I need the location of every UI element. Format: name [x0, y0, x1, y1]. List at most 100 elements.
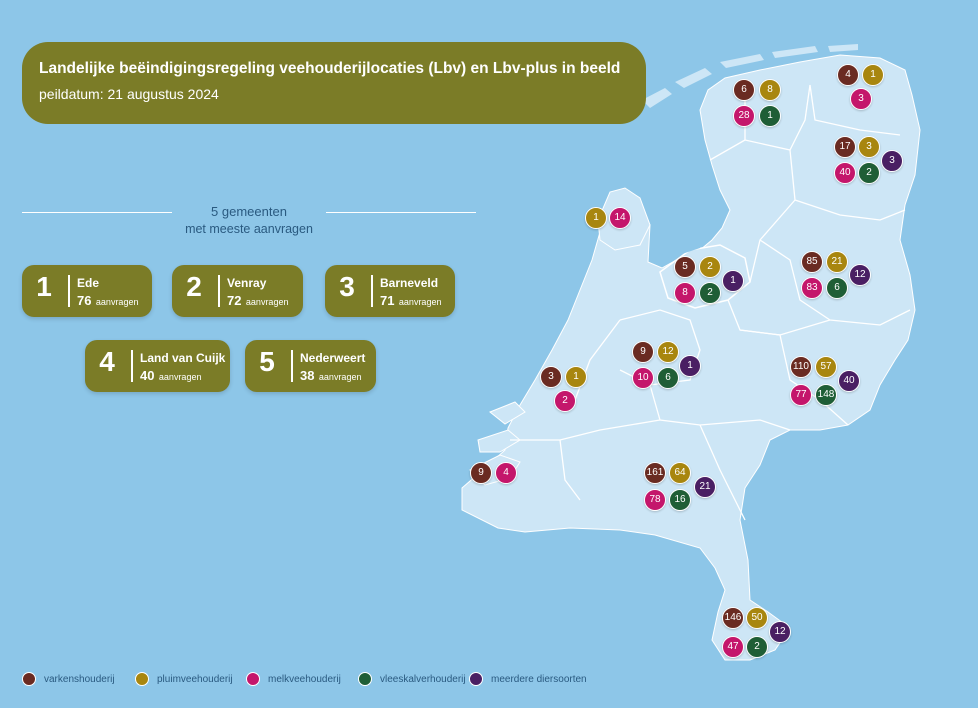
card-divider — [291, 350, 293, 382]
province-value-badge: 148 — [815, 384, 837, 406]
province-value-badge: 2 — [699, 256, 721, 278]
request-count: 40 aanvragen — [140, 368, 202, 383]
province-value-badge: 3 — [540, 366, 562, 388]
province-value-badge: 10 — [632, 367, 654, 389]
province-value-badge: 1 — [722, 270, 744, 292]
rank-number: 2 — [186, 271, 202, 302]
province-value-badge: 3 — [881, 150, 903, 172]
municipality-name: Nederweert — [300, 351, 366, 365]
province-value-badge: 161 — [644, 462, 666, 484]
province-value-badge: 9 — [470, 462, 492, 484]
top5-subtitle: met meeste aanvragen — [185, 222, 313, 236]
municipality-name: Land van Cuijk — [140, 351, 226, 365]
province-value-badge: 50 — [746, 607, 768, 629]
municipality-name: Venray — [227, 276, 267, 290]
province-value-badge: 8 — [759, 79, 781, 101]
province-value-badge: 2 — [746, 636, 768, 658]
request-count: 72 aanvragen — [227, 293, 289, 308]
rank-number: 4 — [99, 346, 115, 377]
province-value-badge: 83 — [801, 277, 823, 299]
top5-header: 5 gemeenten met meeste aanvragen — [22, 204, 476, 236]
legend-label: melkveehouderij — [268, 673, 341, 685]
province-value-badge: 6 — [826, 277, 848, 299]
province-value-badge: 6 — [657, 367, 679, 389]
province-value-badge: 8 — [674, 282, 696, 304]
province-value-badge: 57 — [815, 356, 837, 378]
province-value-badge: 1 — [679, 355, 701, 377]
divider-right — [326, 212, 476, 213]
province-value-badge: 3 — [858, 136, 880, 158]
legend-label: pluimveehouderij — [157, 673, 233, 685]
province-value-badge: 64 — [669, 462, 691, 484]
top5-card-4: 4 Land van Cuijk 40 aanvragen — [85, 340, 230, 392]
province-value-badge: 21 — [826, 251, 848, 273]
card-divider — [218, 275, 220, 307]
request-count: 76 aanvragen — [77, 293, 139, 308]
province-value-badge: 12 — [657, 341, 679, 363]
top5-title: 5 gemeenten — [211, 204, 287, 219]
province-value-badge: 12 — [849, 264, 871, 286]
province-value-badge: 1 — [759, 105, 781, 127]
province-value-badge: 4 — [495, 462, 517, 484]
legend-swatch — [246, 672, 260, 686]
map-title: Landelijke beëindigingsregeling veehoude… — [39, 60, 621, 77]
legend-label: vleeskalverhouderij — [380, 673, 466, 685]
top5-card-5: 5 Nederweert 38 aanvragen — [245, 340, 376, 392]
province-value-badge: 77 — [790, 384, 812, 406]
province-value-badge: 85 — [801, 251, 823, 273]
top5-card-3: 3 Barneveld 71 aanvragen — [325, 265, 455, 317]
province-value-badge: 6 — [733, 79, 755, 101]
card-divider — [371, 275, 373, 307]
card-divider — [131, 350, 133, 382]
legend-swatch — [469, 672, 483, 686]
province-value-badge: 40 — [834, 162, 856, 184]
rank-number: 3 — [339, 271, 355, 302]
province-value-badge: 1 — [862, 64, 884, 86]
top5-card-2: 2 Venray 72 aanvragen — [172, 265, 303, 317]
municipality-name: Barneveld — [380, 276, 439, 290]
province-value-badge: 28 — [733, 105, 755, 127]
province-value-badge: 146 — [722, 607, 744, 629]
province-value-badge: 47 — [722, 636, 744, 658]
legend-item: varkenshouderij — [22, 672, 115, 686]
province-value-badge: 17 — [834, 136, 856, 158]
legend-swatch — [22, 672, 36, 686]
top5-card-1: 1 Ede 76 aanvragen — [22, 265, 152, 317]
province-value-badge: 3 — [850, 88, 872, 110]
province-value-badge: 2 — [554, 390, 576, 412]
legend-item: vleeskalverhouderij — [358, 672, 466, 686]
province-value-badge: 16 — [669, 489, 691, 511]
province-value-badge: 40 — [838, 370, 860, 392]
province-value-badge: 1 — [585, 207, 607, 229]
title-box: Landelijke beëindigingsregeling veehoude… — [22, 42, 646, 124]
province-value-badge: 5 — [674, 256, 696, 278]
province-value-badge: 12 — [769, 621, 791, 643]
province-value-badge: 2 — [858, 162, 880, 184]
card-divider — [68, 275, 70, 307]
province-value-badge: 1 — [565, 366, 587, 388]
legend-swatch — [358, 672, 372, 686]
province-value-badge: 21 — [694, 476, 716, 498]
province-value-badge: 110 — [790, 356, 812, 378]
municipality-name: Ede — [77, 276, 100, 290]
legend-item: pluimveehouderij — [135, 672, 233, 686]
map-subtitle: peildatum: 21 augustus 2024 — [39, 86, 219, 102]
wadden-islands — [642, 44, 858, 108]
province-value-badge: 9 — [632, 341, 654, 363]
legend-label: varkenshouderij — [44, 673, 115, 685]
rank-number: 1 — [36, 271, 52, 302]
province-value-badge: 14 — [609, 207, 631, 229]
province-borders — [510, 84, 911, 521]
ijsselmeer — [652, 212, 715, 258]
rank-number: 5 — [259, 346, 275, 377]
legend-label: meerdere diersoorten — [491, 673, 587, 685]
request-count: 71 aanvragen — [380, 293, 442, 308]
legend-item: meerdere diersoorten — [469, 672, 587, 686]
request-count: 38 aanvragen — [300, 368, 362, 383]
province-value-badge: 78 — [644, 489, 666, 511]
divider-left — [22, 212, 172, 213]
legend-swatch — [135, 672, 149, 686]
province-value-badge: 4 — [837, 64, 859, 86]
province-value-badge: 2 — [699, 282, 721, 304]
legend-item: melkveehouderij — [246, 672, 341, 686]
